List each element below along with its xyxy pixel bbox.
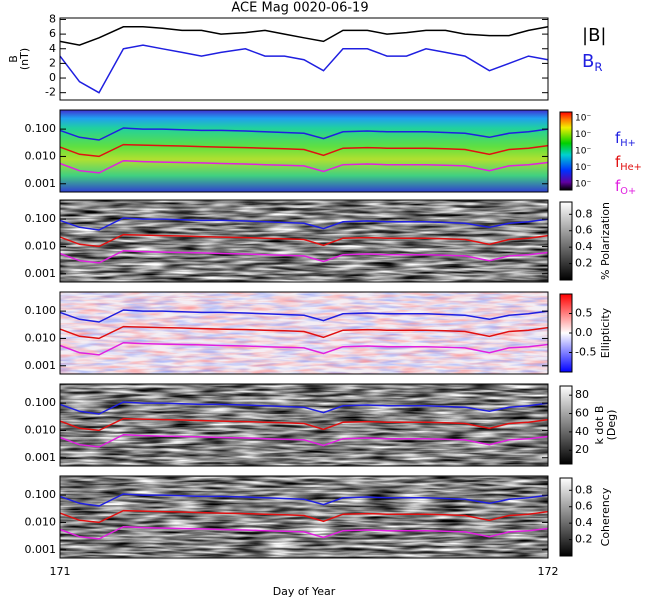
legend-subscript: R <box>594 60 602 74</box>
legend-entry: fO+ <box>615 177 636 198</box>
colorbar-tick-label: 0.0 <box>575 326 593 339</box>
legend-name: f <box>615 129 621 147</box>
y-tick-label: 0.010 <box>25 149 57 162</box>
colorbar <box>559 385 573 465</box>
frame <box>59 475 549 559</box>
colorbar-label: % Polarization <box>599 202 612 280</box>
y-tick-label: 4 <box>49 42 56 55</box>
colorbar-label: Ellipticity <box>599 307 612 358</box>
y-tick-label: 8 <box>49 12 56 25</box>
series-line <box>59 433 549 448</box>
frame <box>59 199 549 283</box>
series-line <box>59 26 549 46</box>
x-tick-label: 171 <box>50 565 71 578</box>
colorbar-tick-label: 0.4 <box>575 240 593 253</box>
series-line <box>59 44 549 94</box>
spectrogram-texture <box>60 384 548 466</box>
colorbar <box>559 477 573 557</box>
y-tick-label: 0 <box>49 71 56 84</box>
legend-name: |B| <box>582 25 606 46</box>
spectrogram-texture <box>60 292 548 374</box>
colorbar-tick-label: 0.2 <box>575 257 593 270</box>
colorbar-tick-label: 0.4 <box>575 516 593 529</box>
colorbar <box>559 201 573 281</box>
legend-entry: |B| <box>582 25 606 46</box>
y-tick-label: 0.001 <box>25 267 57 280</box>
y-tick-label: 2 <box>49 56 56 69</box>
series-line <box>59 233 549 248</box>
series-line <box>59 127 549 141</box>
colorbar-tick-label: 0.8 <box>575 483 593 496</box>
colorbar-tick-label: 60 <box>575 407 589 420</box>
series-line <box>59 309 549 323</box>
colorbar-tick-label: 0.6 <box>575 500 593 513</box>
spectrogram-image <box>60 110 548 192</box>
colorbar-tick-label: 10⁻ <box>575 147 591 157</box>
frame <box>59 109 549 193</box>
series-line <box>59 401 549 415</box>
y-tick-label: 0.100 <box>25 122 57 135</box>
colorbar-label: k dot B <box>593 406 606 445</box>
y-tick-label: 0.010 <box>25 515 57 528</box>
y-tick-label: 0.001 <box>25 543 57 556</box>
series-line <box>59 325 549 340</box>
x-axis-label: Day of Year <box>273 585 336 598</box>
colorbar-tick-label: -0.5 <box>575 346 596 359</box>
colorbar-tick-label: 20 <box>575 443 589 456</box>
colorbar-tick-label: 0.8 <box>575 207 593 220</box>
chart-title: ACE Mag 0020-06-19 <box>231 1 368 16</box>
series-line <box>59 493 549 507</box>
frame <box>59 17 549 101</box>
colorbar <box>559 111 573 191</box>
colorbar-tick-label: 0.6 <box>575 224 593 237</box>
y-tick-label: 0.100 <box>25 212 57 225</box>
colorbar-tick-label: 0.5 <box>575 307 593 320</box>
y-axis-label: (nT) <box>18 48 31 70</box>
legend-entry: fHe+ <box>615 153 642 174</box>
series-line <box>59 143 549 158</box>
y-tick-label: 0.010 <box>25 423 57 436</box>
series-line <box>59 525 549 540</box>
y-tick-label: 0.100 <box>25 488 57 501</box>
series-line <box>59 341 549 356</box>
spectrogram-texture <box>60 200 548 282</box>
legend-subscript: H+ <box>620 138 636 149</box>
series-line <box>59 217 549 231</box>
frame <box>59 291 549 375</box>
y-tick-label: 0.010 <box>25 239 57 252</box>
colorbar-tick-label: 80 <box>575 388 589 401</box>
series-line <box>59 159 549 174</box>
legend-name: f <box>615 177 621 195</box>
spectrogram-texture <box>60 476 548 558</box>
legend-entry: fH+ <box>615 129 636 150</box>
y-tick-label: 0.001 <box>25 177 57 190</box>
y-axis-label: B <box>7 55 20 63</box>
legend-subscript: He+ <box>620 162 642 173</box>
legend-name: f <box>615 153 621 171</box>
series-line <box>59 249 549 264</box>
frame <box>59 383 549 467</box>
legend-subscript: O+ <box>620 186 636 197</box>
x-tick-label: 172 <box>538 565 559 578</box>
y-tick-label: 0.001 <box>25 359 57 372</box>
colorbar-tick-label: 10⁻ <box>575 130 591 140</box>
y-tick-label: 6 <box>49 27 56 40</box>
y-tick-label: 0.010 <box>25 331 57 344</box>
series-line <box>59 417 549 432</box>
colorbar-tick-label: 10⁻ <box>575 114 591 124</box>
colorbar-tick-label: 10⁻ <box>575 163 591 173</box>
y-tick-label: 0.001 <box>25 451 57 464</box>
legend-entry: BR <box>582 51 602 74</box>
colorbar-label: (Deg) <box>605 410 618 441</box>
legend-name: B <box>582 51 594 72</box>
y-tick-label: 0.100 <box>25 396 57 409</box>
colorbar-tick-label: 10⁻ <box>575 180 591 190</box>
colorbar-tick-label: 0.2 <box>575 533 593 546</box>
series-line <box>59 509 549 524</box>
y-tick-label: -2 <box>45 86 56 99</box>
colorbar-label: Coherency <box>599 487 612 546</box>
y-tick-label: 0.100 <box>25 304 57 317</box>
colorbar-tick-label: 40 <box>575 425 589 438</box>
